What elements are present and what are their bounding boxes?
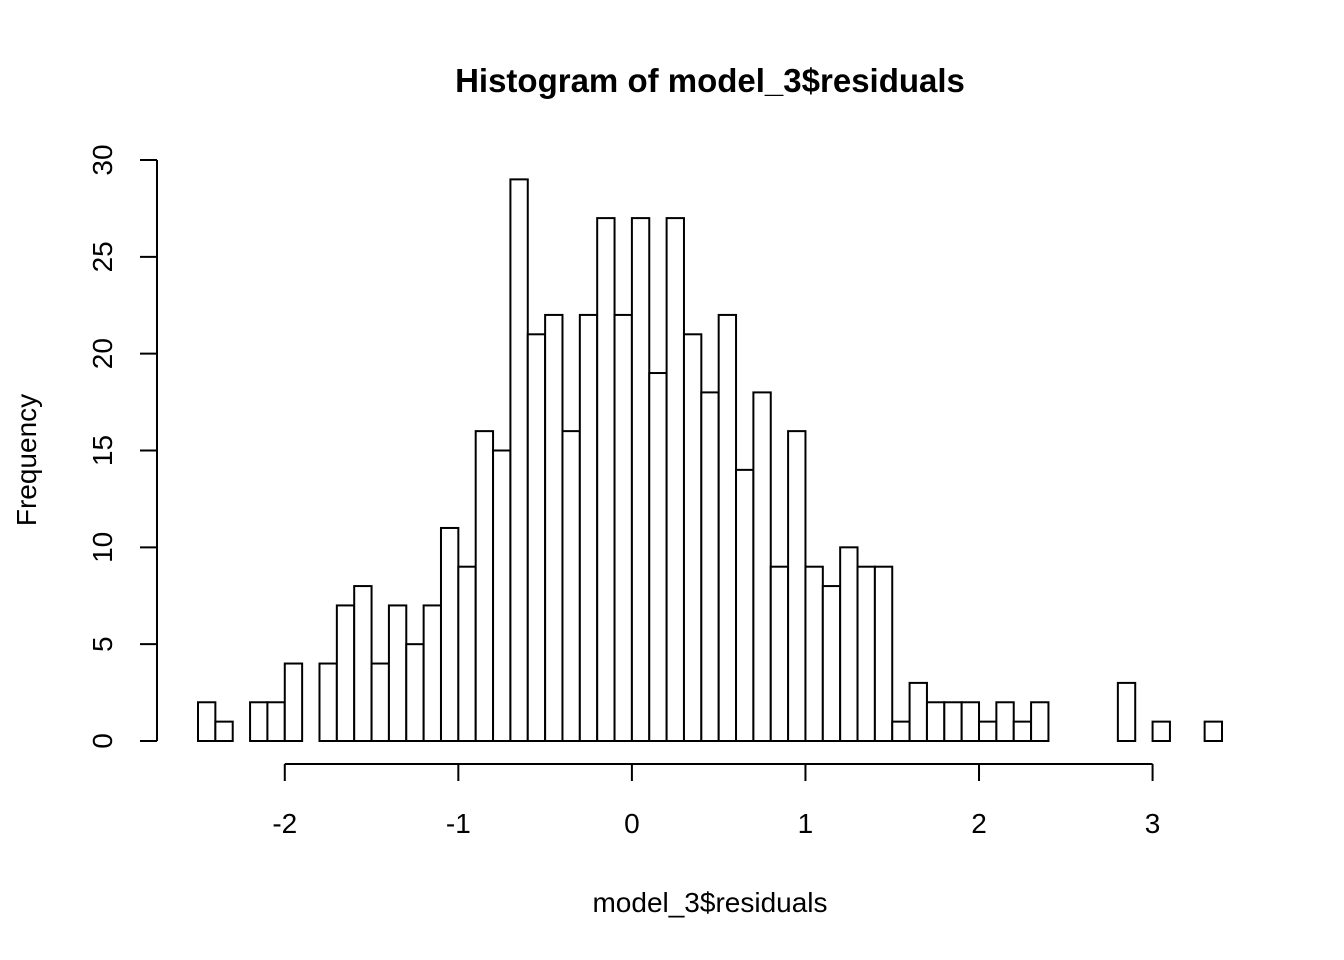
histogram-bar: [509, 178, 529, 742]
y-tick-label: 25: [87, 241, 118, 272]
histogram-bar: [353, 585, 373, 742]
histogram-bar: [439, 526, 460, 742]
histogram-bar: [457, 565, 477, 743]
histogram-bar: [283, 662, 304, 743]
histogram-bar: [1151, 720, 1171, 743]
histogram-bar: [526, 333, 547, 742]
y-axis: 0 5 10 15 20 25 30: [87, 144, 158, 749]
histogram-bar: [925, 701, 946, 743]
histogram-bar: [249, 701, 269, 743]
histogram-bar: [214, 720, 234, 743]
histogram-bar: [335, 604, 356, 742]
histogram-bar: [717, 313, 738, 742]
histogram-bar: [596, 217, 616, 743]
histogram-bar: [648, 372, 668, 742]
y-tick-label: 30: [87, 144, 118, 175]
histogram-bar: [769, 565, 790, 743]
histogram-bar: [544, 313, 564, 742]
histogram-bar: [561, 430, 581, 742]
histogram-bar: [735, 468, 755, 742]
histogram-bar: [804, 565, 824, 743]
histogram-bar: [197, 701, 217, 743]
histogram-bar: [613, 313, 633, 742]
bar-group: [197, 178, 1224, 743]
y-tick-label: 5: [87, 636, 118, 652]
histogram-bar: [943, 701, 963, 743]
histogram-bar: [387, 604, 408, 742]
histogram-bar: [821, 585, 842, 742]
histogram-bar: [752, 391, 772, 742]
histogram-bar: [1203, 720, 1224, 743]
histogram-bar: [474, 430, 495, 742]
histogram-bar: [492, 449, 512, 742]
histogram-bar: [405, 643, 425, 742]
y-tick-label: 0: [87, 733, 118, 749]
x-tick-label: -1: [446, 808, 471, 839]
histogram-bar: [1030, 701, 1050, 743]
x-tick-label: -2: [272, 808, 297, 839]
histogram-bar: [665, 217, 685, 743]
histogram-bar: [856, 565, 876, 743]
histogram-bar: [1116, 681, 1137, 743]
histogram-bar: [1012, 720, 1033, 743]
histogram-bar: [908, 681, 928, 743]
x-tick-label: 3: [1145, 808, 1161, 839]
x-axis-label: model_3$residuals: [592, 887, 827, 918]
histogram-bar: [700, 391, 720, 742]
histogram-bar: [873, 565, 894, 743]
histogram-bar: [960, 701, 981, 743]
histogram-bar: [787, 430, 807, 742]
histogram-bar: [318, 662, 338, 743]
histogram-bar: [891, 720, 911, 743]
histogram-bar: [839, 546, 859, 743]
histogram-bar: [422, 604, 442, 742]
y-tick-label: 15: [87, 435, 118, 466]
histogram-bar: [630, 217, 651, 743]
y-tick-label: 10: [87, 532, 118, 563]
x-tick-label: 1: [798, 808, 814, 839]
histogram-bar: [578, 313, 599, 742]
y-tick-label: 20: [87, 338, 118, 369]
x-tick-label: 2: [971, 808, 987, 839]
x-axis: -2 -1 0 1 2 3: [272, 763, 1161, 839]
histogram-bar: [682, 333, 703, 742]
histogram-bar: [995, 701, 1015, 743]
histogram-bar: [978, 720, 998, 743]
chart-title: Histogram of model_3$residuals: [455, 62, 965, 99]
histogram-bar: [370, 662, 390, 743]
y-axis-label: Frequency: [11, 394, 42, 526]
histogram-bar: [266, 701, 286, 743]
x-tick-label: 0: [624, 808, 640, 839]
